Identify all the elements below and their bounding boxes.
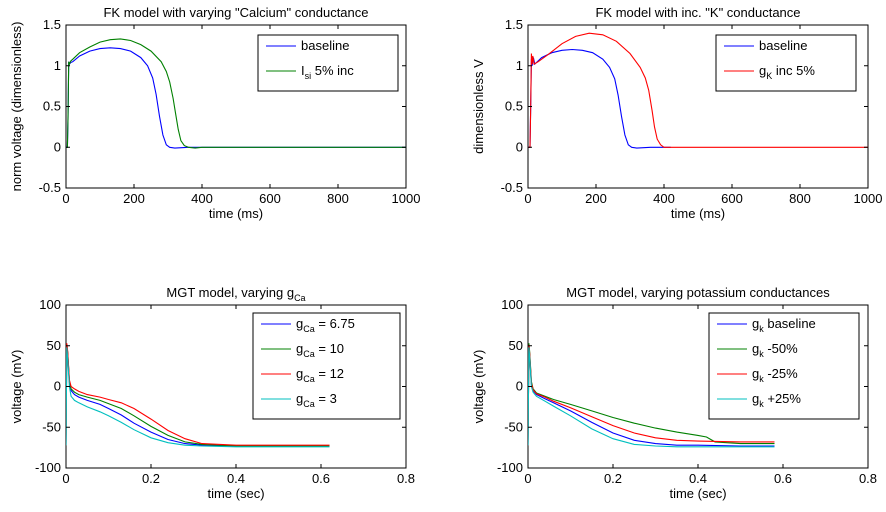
y-tick-label: -100 <box>35 460 61 475</box>
legend-label: gk -50% <box>752 341 798 359</box>
x-tick-label: 0.4 <box>227 471 245 486</box>
legend-label: baseline <box>759 38 807 53</box>
x-tick-label: 400 <box>653 191 675 206</box>
x-tick-label: 0 <box>62 471 69 486</box>
series-line-4 <box>528 347 775 448</box>
x-tick-label: 0 <box>62 191 69 206</box>
legend-label: gCa = 6.75 <box>296 316 355 334</box>
x-tick-label: 600 <box>721 191 743 206</box>
legend-label: gk -25% <box>752 366 798 384</box>
y-tick-label: -0.5 <box>39 180 61 195</box>
x-tick-label: 600 <box>259 191 281 206</box>
y-axis-label: norm voltage (dimensionless) <box>9 22 24 192</box>
x-tick-label: 200 <box>585 191 607 206</box>
y-tick-label: 50 <box>47 338 61 353</box>
legend-label: gCa = 10 <box>296 341 344 359</box>
y-tick-label: -50 <box>504 419 523 434</box>
x-tick-label: 1000 <box>392 191 421 206</box>
y-tick-label: 1.5 <box>43 17 61 32</box>
chart-title: FK model with varying "Calcium" conducta… <box>103 5 368 20</box>
legend-label: Isi 5% inc <box>301 63 354 81</box>
series-line-1 <box>528 48 671 149</box>
x-tick-label: 0.2 <box>142 471 160 486</box>
y-tick-label: -100 <box>497 460 523 475</box>
subplot-4: 0 0.2 0.4 0.6 0.8 -100 -50 0 50 100 time (sec) volt… <box>471 285 877 501</box>
x-axis-label: time (ms) <box>671 206 725 221</box>
y-tick-label: 100 <box>501 297 523 312</box>
x-axis-label: time (sec) <box>669 486 726 501</box>
x-tick-label: 0.8 <box>397 471 415 486</box>
x-tick-label: 400 <box>191 191 213 206</box>
x-axis-label: time (sec) <box>207 486 264 501</box>
y-tick-label: 1 <box>54 58 61 73</box>
legend-label: gCa = 3 <box>296 391 337 409</box>
x-tick-label: 0 <box>524 191 531 206</box>
chart-title: MGT model, varying gCa <box>166 285 305 303</box>
legend-box <box>252 312 401 420</box>
y-tick-label: 100 <box>39 297 61 312</box>
legend-label: gk +25% <box>752 391 801 409</box>
legend-box <box>708 312 860 420</box>
y-tick-label: -0.5 <box>501 180 523 195</box>
x-tick-label: 0.6 <box>774 471 792 486</box>
x-tick-label: 0.8 <box>859 471 877 486</box>
subplot-3: 0 0.2 0.4 0.6 0.8 -100 -50 0 50 100 time (sec) volt… <box>9 285 415 501</box>
legend-label: gCa = 12 <box>296 366 344 384</box>
x-tick-label: 800 <box>789 191 811 206</box>
y-axis-label: dimensionless V <box>471 59 486 154</box>
y-tick-label: 0 <box>54 379 61 394</box>
y-tick-label: 1.5 <box>505 17 523 32</box>
legend-label: gK inc 5% <box>759 63 815 81</box>
x-tick-label: 1000 <box>854 191 883 206</box>
y-tick-label: 0 <box>54 139 61 154</box>
series-line-2 <box>66 38 406 149</box>
y-axis-label: voltage (mV) <box>471 350 486 424</box>
x-tick-label: 0.4 <box>689 471 707 486</box>
y-tick-label: 0 <box>516 379 523 394</box>
y-axis-label: voltage (mV) <box>9 350 24 424</box>
x-tick-label: 0 <box>524 471 531 486</box>
y-tick-label: 1 <box>516 58 523 73</box>
legend-box <box>715 34 857 92</box>
x-tick-label: 200 <box>123 191 145 206</box>
x-tick-label: 0.2 <box>604 471 622 486</box>
x-axis-label: time (ms) <box>209 206 263 221</box>
y-tick-label: 0.5 <box>43 99 61 114</box>
y-tick-label: 0.5 <box>505 99 523 114</box>
series-line-2 <box>528 32 868 148</box>
x-tick-label: 800 <box>327 191 349 206</box>
y-tick-label: -50 <box>42 419 61 434</box>
legend-box <box>257 34 399 92</box>
chart-title: FK model with inc. "K" conductance <box>595 5 800 20</box>
x-tick-label: 0.6 <box>312 471 330 486</box>
legend-label: baseline <box>301 38 349 53</box>
legend-label: gk baseline <box>752 316 816 334</box>
y-tick-label: 50 <box>509 338 523 353</box>
y-tick-label: 0 <box>516 139 523 154</box>
chart-title: MGT model, varying potassium conductance… <box>566 285 830 300</box>
